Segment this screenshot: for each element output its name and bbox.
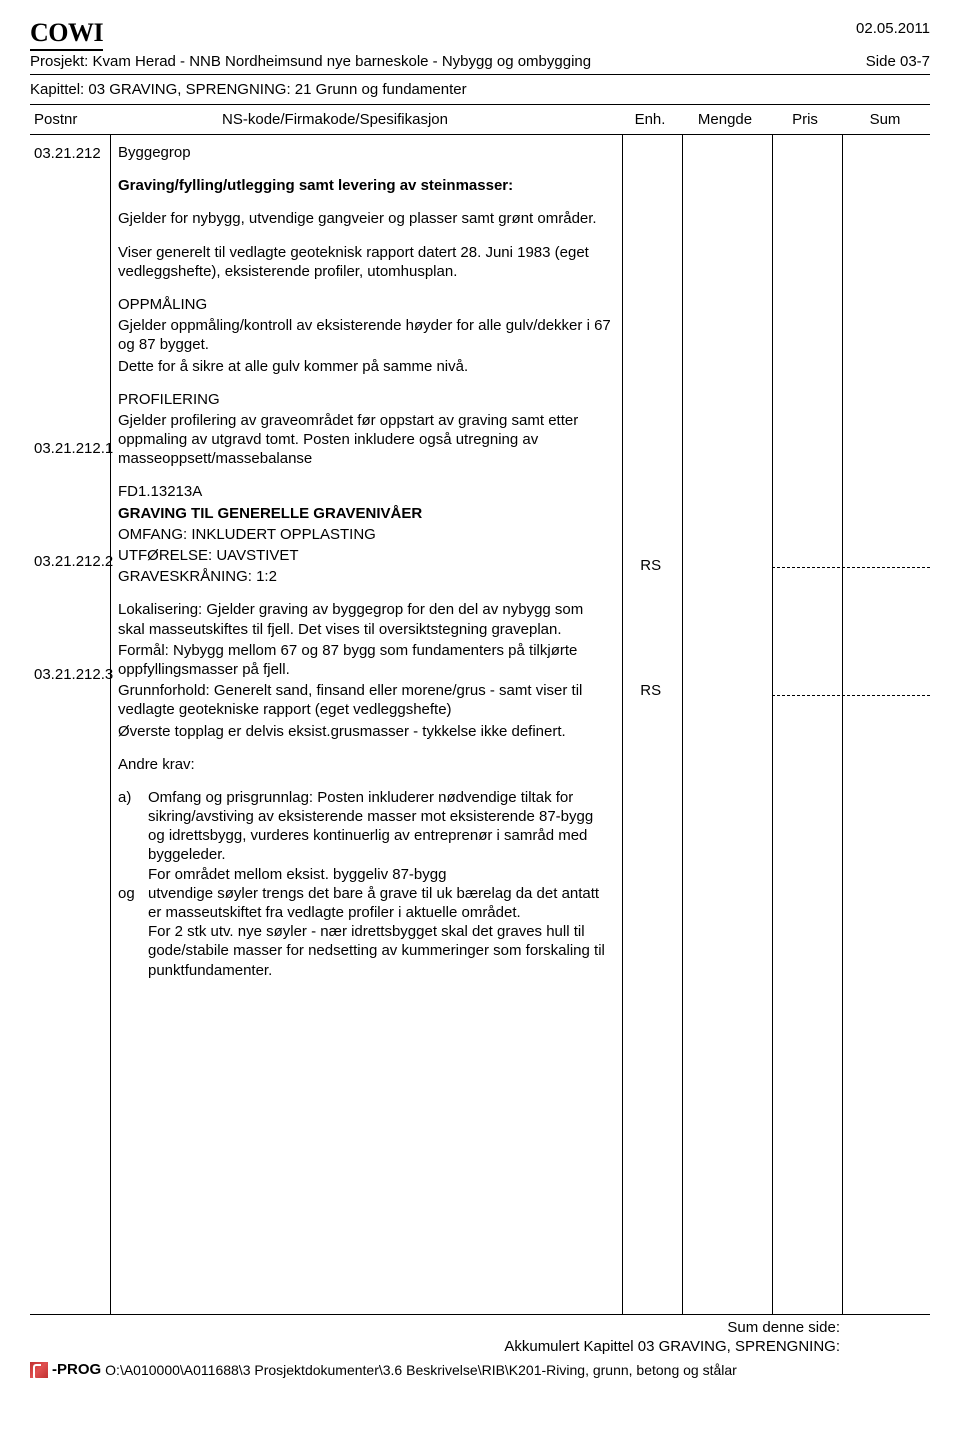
spec-block: Lokalisering: Gjelder graving av byggegr… xyxy=(118,600,611,740)
spec-block: Andre krav: xyxy=(118,755,611,774)
spec-block: FD1.13213A GRAVING TIL GENERELLE GRAVENI… xyxy=(118,482,611,586)
postnr: 03.21.212.3 xyxy=(34,666,106,683)
enh-column: RS RS xyxy=(621,135,681,1314)
spec-title: Byggegrop xyxy=(118,143,611,162)
list-body: utvendige søyler trengs det bare å grave… xyxy=(148,884,611,980)
akkumulert: Akkumulert Kapittel 03 GRAVING, SPRENGNI… xyxy=(30,1338,840,1355)
list-item-a: a) Omfang og prisgrunnlag: Posten inklud… xyxy=(118,788,611,884)
col-spec: NS-kode/Firmakode/Spesifikasjon xyxy=(110,111,620,128)
col-sum: Sum xyxy=(840,111,930,128)
logo: COWI xyxy=(30,18,103,51)
date: 02.05.2011 xyxy=(856,20,930,37)
project-title: Prosjekt: Kvam Herad - NNB Nordheimsund … xyxy=(30,53,591,70)
spec-text: OMFANG: INKLUDERT OPPLASTING xyxy=(118,525,611,544)
spec-title: OPPMÅLING xyxy=(118,295,611,314)
col-enh: Enh. xyxy=(620,111,680,128)
spec-block: OPPMÅLING Gjelder oppmåling/kontroll av … xyxy=(118,295,611,376)
vline xyxy=(772,135,773,1314)
page: COWI 02.05.2011 Prosjekt: Kvam Herad - N… xyxy=(0,0,960,1388)
vline xyxy=(110,135,111,1314)
prog-icon xyxy=(30,1362,48,1378)
postnr: 03.21.212 xyxy=(34,145,106,162)
file-path: O:\A010000\A011688\3 Prosjektdokumenter\… xyxy=(105,1362,737,1378)
dashed-line xyxy=(772,567,930,568)
col-pris: Pris xyxy=(770,111,840,128)
sum-denne-side: Sum denne side: xyxy=(30,1319,840,1336)
spec-bold: Graving/fylling/utlegging samt levering … xyxy=(118,176,611,195)
spec-text: Lokalisering: Gjelder graving av byggegr… xyxy=(118,600,611,638)
pris-column xyxy=(770,135,840,1314)
spec-title: FD1.13213A xyxy=(118,482,611,501)
spec-title: PROFILERING xyxy=(118,390,611,409)
list-marker: a) xyxy=(118,788,140,884)
spec-text: GRAVESKRÅNING: 1:2 xyxy=(118,567,611,586)
dashed-line xyxy=(772,695,930,696)
bottom-row: -PROG O:\A010000\A011688\3 Prosjektdokum… xyxy=(30,1361,930,1378)
spec-text: utvendige søyler trengs det bare å grave… xyxy=(148,884,611,922)
spec-text: Omfang og prisgrunnlag: Posten inkludere… xyxy=(148,788,611,865)
top-row: COWI 02.05.2011 xyxy=(30,18,930,51)
spec-block: PROFILERING Gjelder profilering av grave… xyxy=(118,390,611,469)
spec-text: Gjelder for nybygg, utvendige gangveier … xyxy=(118,209,611,228)
page-number: Side 03-7 xyxy=(866,53,930,70)
content-area: 03.21.212 03.21.212.1 03.21.212.2 03.21.… xyxy=(30,135,930,1315)
spec-text: Gjelder profilering av graveområdet før … xyxy=(118,411,611,469)
postnr: 03.21.212.1 xyxy=(34,440,106,457)
col-mengde: Mengde xyxy=(680,111,770,128)
spec-text: Formål: Nybygg mellom 67 og 87 bygg som … xyxy=(118,641,611,679)
footer-sums: Sum denne side: Akkumulert Kapittel 03 G… xyxy=(30,1319,930,1355)
spec-text: Viser generelt til vedlagte geoteknisk r… xyxy=(118,243,611,281)
spec-text: Grunnforhold: Generelt sand, finsand ell… xyxy=(118,681,611,719)
spec-text: UTFØRELSE: UAVSTIVET xyxy=(118,546,611,565)
column-headers: Postnr NS-kode/Firmakode/Spesifikasjon E… xyxy=(30,105,930,135)
spec-column: Byggegrop Graving/fylling/utlegging samt… xyxy=(110,135,621,1314)
list-marker: og xyxy=(118,884,140,980)
chapter-title: Kapittel: 03 GRAVING, SPRENGNING: 21 Gru… xyxy=(30,81,467,98)
spec-block: Viser generelt til vedlagte geoteknisk r… xyxy=(118,243,611,281)
mengde-column xyxy=(681,135,771,1314)
sum-column xyxy=(840,135,930,1314)
spec-text: Dette for å sikre at alle gulv kommer på… xyxy=(118,357,611,376)
spec-bold: GRAVING TIL GENERELLE GRAVENIVÅER xyxy=(118,504,611,523)
spec-block: Graving/fylling/utlegging samt levering … xyxy=(118,176,611,195)
spec-block: Gjelder for nybygg, utvendige gangveier … xyxy=(118,209,611,228)
enh-value: RS xyxy=(621,682,681,699)
vline xyxy=(682,135,683,1314)
spec-text: For 2 stk utv. nye søyler - nær idrettsb… xyxy=(148,922,611,980)
spec-block: Byggegrop xyxy=(118,143,611,162)
chapter-row: Kapittel: 03 GRAVING, SPRENGNING: 21 Gru… xyxy=(30,75,930,105)
spec-text: Andre krav: xyxy=(118,755,611,774)
prog-label: -PROG xyxy=(52,1361,101,1378)
postnr-column: 03.21.212 03.21.212.1 03.21.212.2 03.21.… xyxy=(30,135,110,1314)
vline xyxy=(842,135,843,1314)
enh-value: RS xyxy=(621,557,681,574)
spec-text: Øverste topplag er delvis eksist.grusmas… xyxy=(118,722,611,741)
spec-text: Gjelder oppmåling/kontroll av eksisteren… xyxy=(118,316,611,354)
postnr: 03.21.212.2 xyxy=(34,553,106,570)
spec-text: For området mellom eksist. byggeliv 87-b… xyxy=(148,865,611,884)
project-row: Prosjekt: Kvam Herad - NNB Nordheimsund … xyxy=(30,51,930,75)
list-item-og: og utvendige søyler trengs det bare å gr… xyxy=(118,884,611,980)
vline xyxy=(622,135,623,1314)
col-postnr: Postnr xyxy=(30,111,110,128)
list-body: Omfang og prisgrunnlag: Posten inkludere… xyxy=(148,788,611,884)
